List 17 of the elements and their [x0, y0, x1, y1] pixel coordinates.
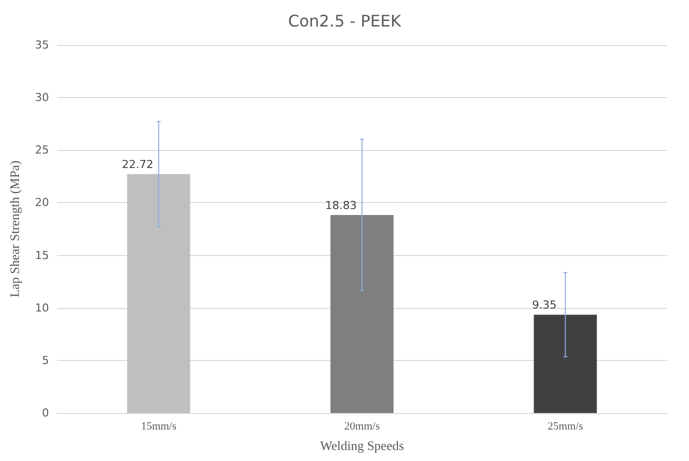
x-tick-label: 20mm/s — [344, 420, 380, 432]
y-tick-label: 25 — [35, 144, 49, 157]
y-tick-label: 35 — [35, 38, 49, 52]
data-label: 9.35 — [532, 298, 557, 312]
x-axis-title: Welding Speeds — [320, 438, 404, 453]
y-tick-label: 15 — [35, 248, 49, 262]
y-tick-label: 0 — [42, 406, 49, 420]
y-tick-label: 20 — [35, 196, 49, 210]
chart-title: Con2.5 - PEEK — [288, 12, 402, 30]
x-tick-label: 15mm/s — [140, 420, 176, 432]
x-tick-label: 25mm/s — [548, 420, 584, 432]
y-tick-label: 10 — [35, 301, 49, 314]
y-axis-title: Lap Shear Strength (MPa) — [7, 160, 22, 298]
y-tick-label: 30 — [35, 91, 49, 104]
y-tick-label: 5 — [42, 354, 49, 367]
data-label: 18.83 — [325, 199, 357, 212]
data-label: 22.72 — [122, 158, 154, 172]
